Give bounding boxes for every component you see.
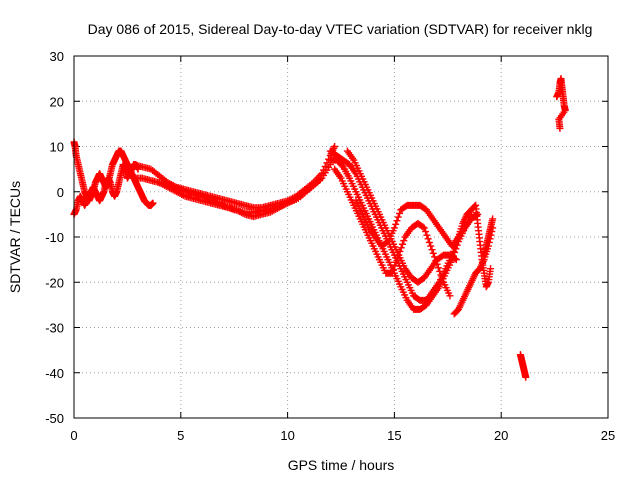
- series-track-15: [553, 75, 569, 132]
- data-point-interp: [393, 255, 401, 263]
- x-tick-label: 10: [280, 428, 294, 443]
- y-tick-label: 20: [50, 94, 64, 109]
- data-point: [395, 251, 403, 259]
- series-track-9: [352, 197, 482, 250]
- data-point-interp: [419, 223, 427, 231]
- data-point-interp: [383, 238, 391, 246]
- data-point-interp: [392, 220, 400, 228]
- x-tick-label: 0: [70, 428, 77, 443]
- data-point-interp: [338, 162, 346, 170]
- series-track-5: [155, 176, 324, 216]
- data-point-interp: [425, 238, 433, 246]
- data-point-interp: [396, 209, 404, 217]
- axis-ticks: 0 5 10 15 20 25 -50 -40 -30 -20 -10 0 10 20 30: [45, 49, 615, 443]
- data-point: [390, 224, 398, 232]
- y-tick-label: -10: [45, 230, 64, 245]
- data-point-interp: [436, 267, 444, 275]
- x-tick-label: 15: [387, 428, 401, 443]
- data-point: [149, 199, 157, 207]
- data-point: [331, 143, 339, 150]
- data-point-interp: [400, 237, 408, 245]
- plot-frame: [73, 55, 609, 419]
- data-point: [446, 292, 454, 300]
- data-point-interp: [392, 258, 400, 266]
- y-tick-label: 0: [57, 185, 64, 200]
- data-point: [489, 215, 497, 223]
- data-point-interp: [432, 257, 440, 265]
- data-point-interp: [438, 275, 446, 283]
- series-track-13: [480, 215, 497, 259]
- data-point-interp: [399, 240, 407, 248]
- series-track-14: [516, 351, 530, 381]
- data-point: [487, 265, 495, 273]
- data-point-interp: [451, 255, 459, 263]
- y-tick-label: 30: [50, 49, 64, 64]
- x-tick-label: 25: [601, 428, 615, 443]
- series-track-10: [331, 165, 454, 300]
- data-point-interp: [397, 244, 405, 252]
- data-point-interp: [431, 253, 439, 261]
- y-tick-label: -30: [45, 321, 64, 336]
- x-tick-label: 5: [177, 428, 184, 443]
- data-point-interp: [437, 271, 445, 279]
- data-point: [427, 242, 435, 250]
- y-tick-label: -50: [45, 411, 64, 426]
- data-point: [452, 256, 460, 264]
- y-tick-label: -20: [45, 275, 64, 290]
- data-point-interp: [423, 231, 431, 239]
- x-axis-title: GPS time / hours: [288, 457, 395, 473]
- data-point: [522, 373, 530, 381]
- data-point-interp: [451, 248, 459, 256]
- data-point-interp: [424, 235, 432, 243]
- data-point-interp: [394, 213, 402, 221]
- series-track-6: [326, 147, 480, 304]
- data-point-interp: [422, 228, 430, 236]
- data-point: [420, 224, 428, 232]
- y-axis-title: SDTVAR / TECUs: [7, 181, 23, 293]
- series-track-12: [472, 201, 495, 291]
- data-point-interp: [391, 262, 399, 270]
- data-point-interp: [428, 246, 436, 254]
- chart-title: Day 086 of 2015, Sidereal Day-to-day VTE…: [88, 21, 593, 37]
- data-point: [556, 124, 564, 132]
- data-point-interp: [321, 162, 329, 170]
- data-point-interp: [452, 245, 460, 253]
- data-point-interp: [396, 247, 404, 255]
- grid: [74, 56, 608, 418]
- series-track-7: [326, 156, 475, 313]
- series-track-3: [130, 143, 339, 212]
- data-point-interp: [429, 249, 437, 257]
- data-point-interp: [390, 266, 398, 274]
- data-point: [316, 176, 324, 184]
- data-point: [433, 260, 441, 268]
- data-point-interp: [393, 217, 401, 225]
- data-point: [388, 269, 396, 277]
- y-tick-label: 10: [50, 140, 64, 155]
- y-tick-label: -40: [45, 366, 64, 381]
- data-point-interp: [434, 264, 442, 272]
- x-tick-label: 20: [494, 428, 508, 443]
- series-track-8: [343, 147, 460, 286]
- data-points: [70, 75, 569, 381]
